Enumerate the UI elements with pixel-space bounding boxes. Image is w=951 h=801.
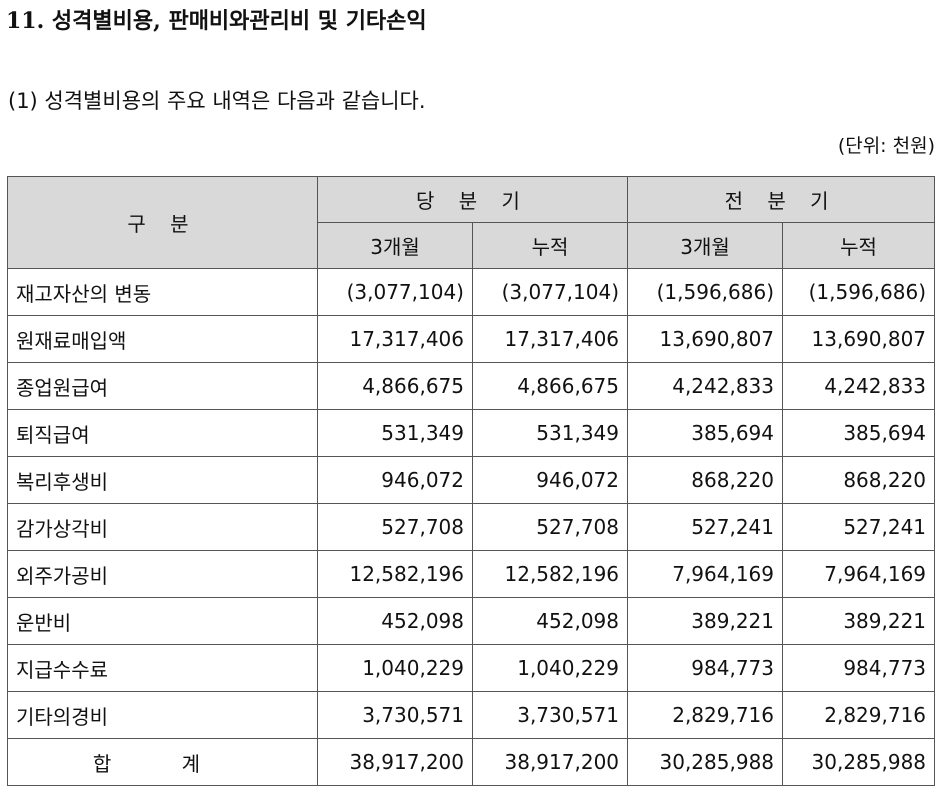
row-value: 1,040,229 bbox=[317, 644, 473, 692]
row-value: 12,582,196 bbox=[471, 550, 629, 598]
row-value: 868,220 bbox=[627, 456, 784, 504]
table-row: 종업원급여 4,866,675 4,866,675 4,242,833 4,242,83… bbox=[7, 362, 936, 410]
row-value: 17,317,406 bbox=[471, 315, 629, 363]
table-row: 지급수수료 1,040,229 1,040,229 984,773 984,773 bbox=[7, 644, 936, 692]
expense-by-nature-table: 구 분 당 분 기 전 분 기 3개월 누적 3개월 누적 재고자산의 변동 (3… bbox=[7, 176, 936, 786]
row-value: (3,077,104) bbox=[317, 268, 473, 316]
row-value: 946,072 bbox=[317, 456, 473, 504]
prior-cumulative-header: 누적 bbox=[782, 222, 936, 269]
row-value: 531,349 bbox=[471, 409, 629, 457]
row-value: 452,098 bbox=[471, 597, 629, 645]
row-value: 13,690,807 bbox=[627, 315, 784, 363]
row-value: 868,220 bbox=[782, 456, 936, 504]
row-item-label: 외주가공비 bbox=[7, 550, 318, 598]
row-value: 13,690,807 bbox=[782, 315, 936, 363]
row-item-label: 감가상각비 bbox=[7, 503, 318, 551]
header-row-sub: 3개월 누적 3개월 누적 bbox=[8, 222, 936, 269]
category-header: 구 분 bbox=[7, 176, 318, 269]
row-item-label: 기타의경비 bbox=[7, 691, 318, 739]
header-row-period: 구 분 당 분 기 전 분 기 bbox=[7, 176, 936, 269]
unit-label: (단위: 천원) bbox=[837, 135, 935, 157]
current-3month-header: 3개월 bbox=[317, 222, 473, 269]
section-title: 11. 성격별비용, 판매비와관리비 및 기타손익 bbox=[6, 8, 427, 34]
row-value: 527,708 bbox=[317, 503, 473, 551]
current-period-header: 당 분 기 bbox=[316, 176, 629, 223]
row-value: 4,242,833 bbox=[627, 362, 784, 410]
total-value: 38,917,200 bbox=[317, 738, 473, 786]
row-value: (3,077,104) bbox=[471, 268, 629, 316]
row-value: 4,866,675 bbox=[317, 362, 473, 410]
row-item-label: 운반비 bbox=[7, 597, 318, 645]
row-value: 984,773 bbox=[627, 644, 784, 692]
row-value: 4,242,833 bbox=[782, 362, 936, 410]
table-row: 복리후생비 946,072 946,072 868,220 868,220 bbox=[7, 456, 936, 504]
table-row: 퇴직급여 531,349 531,349 385,694 385,694 bbox=[7, 409, 936, 457]
row-value: 7,964,169 bbox=[782, 550, 936, 598]
row-value: 12,582,196 bbox=[317, 550, 473, 598]
row-value: 389,221 bbox=[627, 597, 784, 645]
current-cumulative-header: 누적 bbox=[471, 222, 629, 269]
table-row: 감가상각비 527,708 527,708 527,241 527,241 bbox=[7, 503, 936, 551]
table-row: 외주가공비 12,582,196 12,582,196 7,964,169 7,964,… bbox=[7, 550, 936, 598]
row-value: 531,349 bbox=[317, 409, 473, 457]
row-item-label: 종업원급여 bbox=[7, 362, 318, 410]
row-value: 385,694 bbox=[782, 409, 936, 457]
total-value: 38,917,200 bbox=[471, 738, 629, 786]
row-item-label: 지급수수료 bbox=[7, 644, 318, 692]
sub-heading: (1) 성격별비용의 주요 내역은 다음과 같습니다. bbox=[8, 89, 426, 113]
row-value: 17,317,406 bbox=[317, 315, 473, 363]
row-value: 389,221 bbox=[782, 597, 936, 645]
row-value: 3,730,571 bbox=[471, 691, 629, 739]
row-item-label: 원재료매입액 bbox=[7, 315, 318, 363]
row-value: 527,241 bbox=[782, 503, 936, 551]
table-row: 운반비 452,098 452,098 389,221 389,221 bbox=[7, 597, 936, 645]
row-value: 527,241 bbox=[627, 503, 784, 551]
row-item-label: 재고자산의 변동 bbox=[7, 268, 318, 316]
prior-3month-header: 3개월 bbox=[627, 222, 784, 269]
row-value: 2,829,716 bbox=[782, 691, 936, 739]
table-row: 기타의경비 3,730,571 3,730,571 2,829,716 2,829,71… bbox=[7, 691, 936, 739]
row-value: 984,773 bbox=[782, 644, 936, 692]
table-row: 재고자산의 변동 (3,077,104) (3,077,104) (1,596,686… bbox=[7, 268, 936, 316]
row-value: 1,040,229 bbox=[471, 644, 629, 692]
row-value: (1,596,686) bbox=[782, 268, 936, 316]
row-value: 7,964,169 bbox=[627, 550, 784, 598]
row-value: 3,730,571 bbox=[317, 691, 473, 739]
row-value: 2,829,716 bbox=[627, 691, 784, 739]
row-value: 385,694 bbox=[627, 409, 784, 457]
row-item-label: 복리후생비 bbox=[7, 456, 318, 504]
row-value: 4,866,675 bbox=[471, 362, 629, 410]
total-value: 30,285,988 bbox=[782, 738, 936, 786]
total-label: 합 계 bbox=[7, 738, 318, 786]
table-body: 재고자산의 변동 (3,077,104) (3,077,104) (1,596,686… bbox=[7, 268, 936, 786]
total-row: 합 계 38,917,200 38,917,200 30,285,988 30,285,… bbox=[7, 738, 936, 786]
total-value: 30,285,988 bbox=[627, 738, 784, 786]
row-value: 946,072 bbox=[471, 456, 629, 504]
prior-period-header: 전 분 기 bbox=[627, 176, 936, 223]
row-value: 527,708 bbox=[471, 503, 629, 551]
row-value: 452,098 bbox=[317, 597, 473, 645]
row-value: (1,596,686) bbox=[627, 268, 784, 316]
table-row: 원재료매입액 17,317,406 17,317,406 13,690,807 13,6… bbox=[7, 315, 936, 363]
row-item-label: 퇴직급여 bbox=[7, 409, 318, 457]
